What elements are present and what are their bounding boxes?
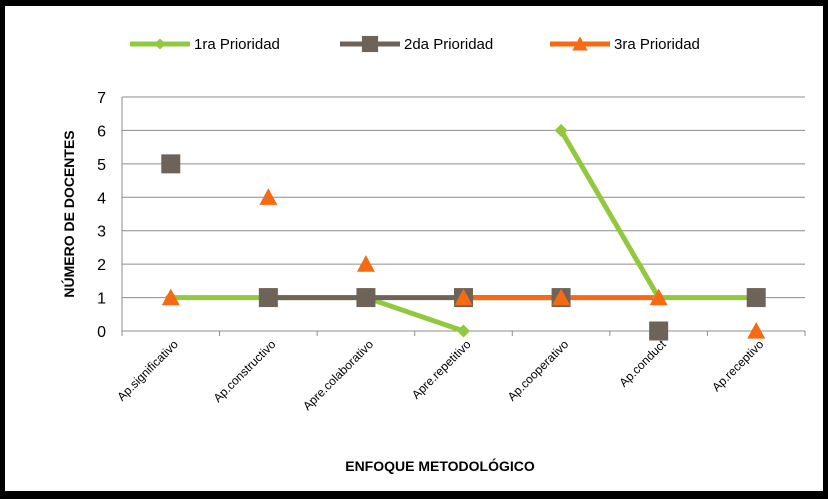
data-point-triangle	[356, 255, 375, 272]
data-point-square	[161, 154, 181, 174]
x-axis-title: ENFOQUE METODOLÓGICO	[345, 457, 535, 474]
data-point-square	[649, 321, 669, 341]
y-tick-label: 4	[97, 190, 106, 207]
legend-marker-triangle	[572, 36, 588, 51]
series-markers	[161, 123, 766, 341]
series-line-segment	[365, 295, 465, 334]
y-tick-label: 0	[97, 324, 106, 341]
y-tick-label: 2	[97, 257, 106, 274]
series-line-segment	[558, 129, 661, 299]
x-axis-ticks: Ap.significativo Ap.constructivo Apre.cola…	[114, 337, 766, 413]
chart-frame: 1ra Prioridad 2da Prioridad 3ra Prioridad …	[5, 6, 823, 491]
y-axis-ticks: 0 1 2 3 4 5 6 7	[97, 90, 106, 341]
y-tick-label: 5	[97, 157, 106, 174]
legend-marker-diamond	[154, 38, 166, 50]
legend-label: 2da Prioridad	[404, 36, 493, 53]
legend-label: 1ra Prioridad	[194, 36, 280, 53]
y-axis-title: NÚMERO DE DOCENTES	[60, 130, 77, 297]
data-point-triangle	[747, 322, 766, 339]
x-tick-label: Ap.significativo	[114, 337, 181, 404]
x-tick-label: Apre.repetitivo	[409, 337, 474, 402]
data-point-square	[356, 288, 376, 308]
x-tick-label: Apre.colaborativo	[300, 337, 376, 413]
data-point-triangle	[649, 288, 668, 306]
chart: 1ra Prioridad 2da Prioridad 3ra Prioridad …	[60, 35, 806, 474]
x-tick-label: Ap.constructivo	[211, 337, 279, 405]
x-tick-label: Ap.conduct	[616, 337, 669, 390]
y-tick-label: 6	[97, 123, 106, 140]
x-tick-label: Ap.receptivo	[709, 337, 766, 394]
y-tick-label: 3	[97, 224, 106, 241]
data-point-diamond	[554, 123, 568, 137]
x-tick-label: Ap.cooperativo	[505, 337, 572, 404]
legend-marker-square	[361, 35, 379, 53]
y-tick-label: 7	[97, 90, 106, 107]
y-tick-label: 1	[97, 291, 106, 308]
data-point-square	[258, 288, 278, 308]
data-point-triangle	[161, 288, 180, 306]
data-point-diamond	[457, 324, 470, 338]
series-lines	[170, 129, 757, 334]
legend: 1ra Prioridad 2da Prioridad 3ra Prioridad	[130, 35, 700, 53]
data-point-triangle	[259, 188, 278, 205]
legend-label: 3ra Prioridad	[614, 36, 700, 53]
data-point-square	[746, 288, 766, 308]
data-point-triangle	[454, 288, 473, 306]
data-point-triangle	[552, 288, 571, 306]
